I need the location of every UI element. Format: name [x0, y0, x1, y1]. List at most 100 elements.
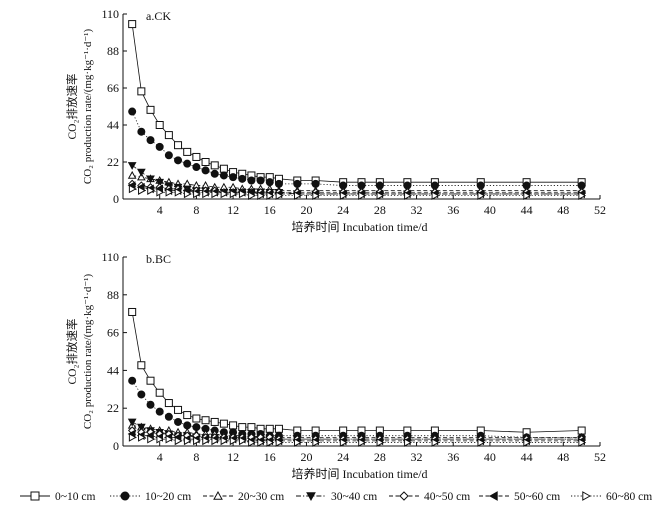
series-line: [131, 111, 582, 186]
legend-marker: [213, 490, 223, 500]
legend-label: 40~50 cm: [424, 491, 470, 503]
legend-item: 50~60 cm: [479, 491, 560, 503]
data-point: [210, 417, 219, 426]
data-point: [174, 156, 183, 165]
y-tick-label: 0: [113, 439, 119, 453]
x-tick-label: 12: [227, 450, 239, 464]
legend: 0~10 cm 10~20 cm 20~30 cm 30~40 cm 40~50 cm 5…: [20, 490, 652, 503]
legend-marker: [488, 491, 498, 501]
data-point: [211, 189, 220, 199]
data-point: [183, 436, 192, 446]
data-point: [404, 438, 412, 447]
data-point: [247, 423, 256, 432]
series-line: [132, 188, 582, 197]
data-point: [219, 171, 228, 180]
data-point: [128, 107, 137, 116]
x-tick-label: 36: [447, 203, 459, 217]
x-tick-label: 40: [484, 203, 496, 217]
data-point: [312, 438, 321, 447]
legend-item: 40~50 cm: [389, 491, 470, 503]
data-point: [155, 178, 165, 187]
data-point: [339, 438, 348, 447]
legend-label: 30~40 cm: [331, 491, 377, 503]
data-point: [256, 176, 265, 185]
data-point: [248, 438, 256, 447]
series-line: [132, 437, 582, 443]
data-point: [293, 191, 302, 200]
y-tick-label: 0: [113, 192, 119, 206]
x-tick-label: 44: [521, 203, 533, 217]
series-10-20: [128, 107, 586, 190]
data-point: [128, 433, 137, 442]
y-tick-label: 44: [107, 118, 119, 132]
x-tick-label: 32: [411, 203, 423, 217]
data-point: [358, 191, 367, 200]
panel-label: a.CK: [146, 9, 171, 23]
x-tick-label: 8: [193, 203, 199, 217]
data-point: [155, 121, 164, 129]
legend-marker: [582, 491, 592, 501]
x-tick-label: 24: [337, 203, 349, 217]
data-point: [146, 400, 155, 409]
x-tick-label: 24: [337, 450, 349, 464]
x-tick-label: 28: [374, 450, 386, 464]
data-point: [219, 164, 228, 173]
y-tick-label: 66: [107, 81, 119, 95]
data-point: [404, 191, 412, 200]
data-point: [202, 436, 211, 446]
data-point: [219, 419, 228, 428]
x-tick-label: 36: [447, 450, 459, 464]
legend-item: 0~10 cm: [20, 491, 95, 503]
data-point: [265, 424, 274, 433]
data-point: [257, 191, 266, 200]
x-axis-title: 培养时间 Incubation time/d: [292, 466, 428, 481]
data-point: [165, 187, 174, 197]
data-point: [275, 191, 284, 200]
legend-label: 20~30 cm: [238, 491, 284, 503]
data-point: [193, 189, 201, 199]
data-point: [147, 434, 156, 444]
data-point: [155, 142, 164, 151]
data-point: [137, 361, 146, 370]
data-point: [477, 438, 486, 447]
data-point: [183, 411, 192, 420]
legend-item: 60~80 cm: [571, 491, 652, 503]
legend-marker: [306, 492, 316, 502]
data-point: [155, 388, 164, 397]
x-tick-label: 4: [157, 450, 163, 464]
data-point: [192, 163, 201, 172]
data-point: [146, 136, 155, 145]
data-point: [220, 436, 229, 446]
data-point: [146, 376, 155, 385]
data-point: [174, 417, 183, 426]
x-tick-label: 48: [557, 450, 569, 464]
data-point: [164, 131, 173, 140]
series-line: [131, 311, 582, 433]
data-point: [128, 20, 137, 29]
data-point: [266, 438, 275, 447]
data-point: [155, 407, 164, 416]
data-point: [211, 436, 220, 446]
legend-marker: [399, 491, 409, 501]
series-60-80: [128, 433, 587, 447]
data-point: [202, 189, 211, 199]
series-0-10: [128, 20, 586, 187]
data-point: [193, 436, 201, 446]
y-tick-label: 44: [107, 363, 119, 377]
data-point: [146, 175, 155, 184]
x-tick-label: 4: [157, 203, 163, 217]
data-point: [578, 438, 587, 447]
data-point: [248, 191, 256, 200]
data-point: [137, 390, 146, 399]
legend-label: 60~80 cm: [606, 491, 652, 503]
data-point: [128, 307, 137, 316]
x-tick-label: 52: [594, 203, 606, 217]
data-point: [138, 186, 146, 195]
y-tick-label: 88: [107, 44, 119, 58]
data-point: [128, 184, 137, 194]
data-point: [578, 191, 587, 200]
data-point: [174, 405, 183, 414]
